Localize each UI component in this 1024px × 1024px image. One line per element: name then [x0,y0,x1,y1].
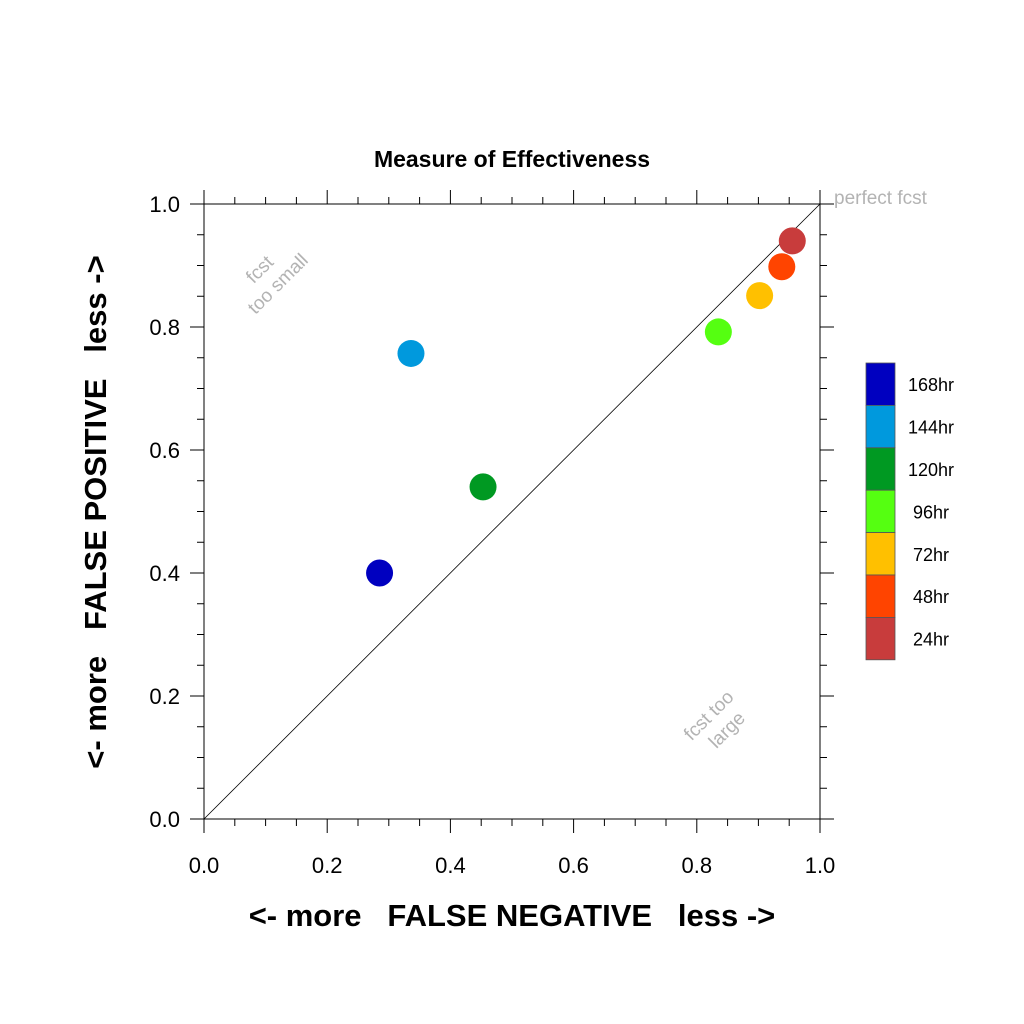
x-tick-label: 0.0 [189,853,220,878]
tick-labels: 0.0 0.2 0.4 0.6 0.8 1.0 0.0 0.2 0.4 0.6 0.8 1.0 [149,192,835,878]
legend-swatch-72hr [865,532,896,576]
data-point-96hr [704,318,732,346]
annotation-perfect-fcst: perfect fcst [834,188,928,209]
annotation-fcst-too-small: fcst too small [228,234,313,319]
x-axis-label: <- more FALSE NEGATIVE less -> [249,898,776,933]
legend-label-48hr: 48hr [913,587,949,607]
legend-swatch-24hr [865,617,896,661]
y-tick-label: 0.6 [149,438,180,463]
data-point-144hr [397,339,425,367]
x-tick-label: 0.2 [312,853,343,878]
data-points [366,227,806,587]
x-tick-label: 0.4 [435,853,466,878]
legend-swatch-144hr [865,404,896,449]
data-point-48hr [768,253,796,281]
x-tick-label: 1.0 [805,853,836,878]
data-point-24hr [778,227,806,255]
data-point-72hr [746,282,774,310]
legend-label-24hr: 24hr [913,630,949,650]
y-axis-label: <- more FALSE POSITIVE less -> [78,255,113,768]
y-tick-label: 0.8 [149,315,180,340]
legend-label-72hr: 72hr [913,545,949,565]
legend-swatch-168hr [865,362,896,406]
legend-label-96hr: 96hr [913,502,949,522]
y-tick-label: 1.0 [149,192,180,217]
axis-ticks [190,190,834,833]
legend-label-144hr: 144hr [908,418,954,438]
data-point-120hr [469,473,497,501]
legend-swatch-96hr [865,489,896,534]
legend-label-120hr: 120hr [908,460,954,480]
perfect-forecast-diagonal [203,203,821,820]
x-tick-label: 0.6 [558,853,589,878]
legend-swatch-48hr [865,574,896,618]
x-tick-label: 0.8 [682,853,713,878]
annotation-fcst-too-large: fcst too large [680,683,758,761]
y-tick-label: 0.4 [149,561,180,586]
data-point-168hr [366,559,394,587]
chart-title: Measure of Effectiveness [374,146,650,172]
y-tick-label: 0.0 [149,807,180,832]
legend: 168hr 144hr 120hr 96hr 72hr 48hr 24hr [865,362,954,661]
y-tick-label: 0.2 [149,684,180,709]
legend-swatch-120hr [865,447,896,491]
legend-label-168hr: 168hr [908,375,954,395]
